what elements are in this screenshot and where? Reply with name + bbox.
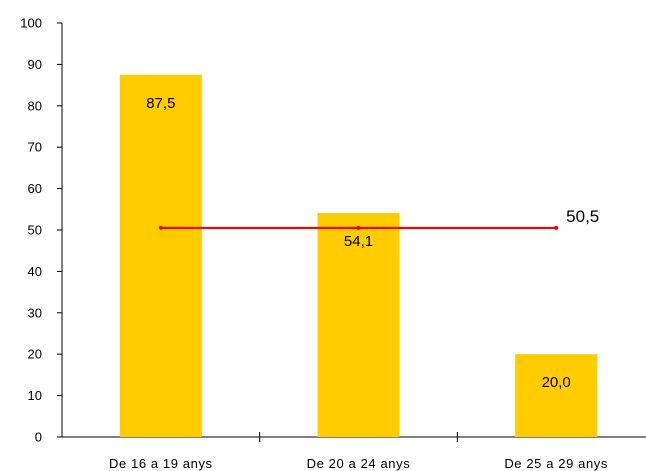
y-tick-label: 60 [28,181,42,196]
y-tick-label: 100 [20,16,42,31]
x-category-label: De 20 a 24 anys [307,456,411,471]
y-tick-label: 10 [28,388,42,403]
y-tick-label: 30 [28,305,42,320]
y-tick-label: 40 [28,264,42,279]
x-category-label: De 16 a 19 anys [109,456,213,471]
average-line-point [158,225,163,230]
y-tick-label: 90 [28,57,42,72]
x-category-label: De 25 a 29 anys [504,456,608,471]
average-line-point [356,225,361,230]
y-tick-label: 0 [35,430,42,445]
bar-value-label: 54,1 [344,233,373,250]
y-axis: 0 10 20 30 40 50 60 70 80 90 100 [20,16,63,445]
y-tick-label: 50 [28,223,42,238]
average-line-label: 50,5 [566,207,599,226]
data-labels: 87,5 54,1 20,0 [146,95,571,391]
average-line: 50,5 [158,207,599,230]
x-axis: De 16 a 19 anys De 20 a 24 anys De 25 a 29… [62,432,646,471]
bar [317,213,400,437]
y-tick-label: 20 [28,347,42,362]
average-line-point [554,225,559,230]
bar-value-label: 87,5 [146,95,175,112]
bar [119,74,202,437]
bars [119,74,598,437]
y-tick-label: 70 [28,140,42,155]
bar-value-label: 20,0 [542,374,571,391]
y-tick-label: 80 [28,98,42,113]
bar [515,354,598,437]
